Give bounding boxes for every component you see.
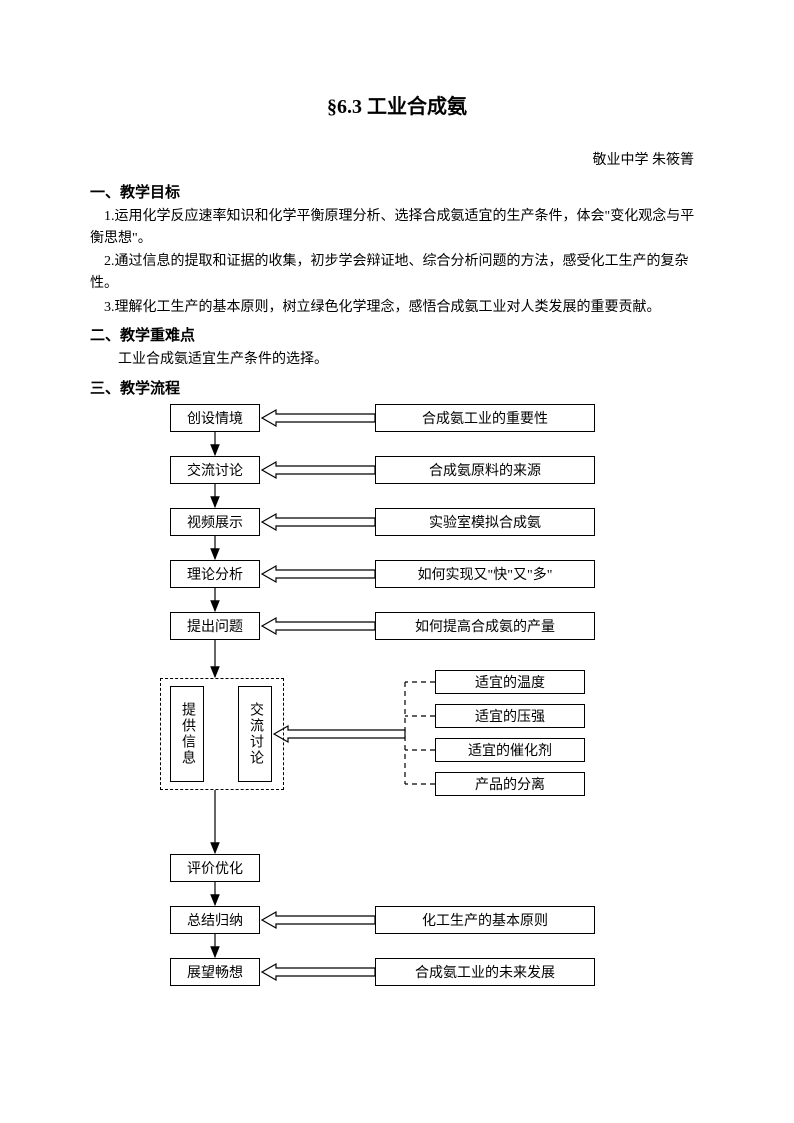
author: 敬业中学 朱筱箐 xyxy=(90,149,704,169)
focus-text: 工业合成氨适宜生产条件的选择。 xyxy=(90,349,704,371)
flow-heading: 三、教学流程 xyxy=(90,377,704,398)
flow-left-3: 理论分析 xyxy=(170,560,260,588)
flow-left-2: 视频展示 xyxy=(170,508,260,536)
flow-left-4: 提出问题 xyxy=(170,612,260,640)
goal-1: 1.运用化学反应速率知识和化学平衡原理分析、选择合成氨适宜的生产条件，体会"变化… xyxy=(90,206,704,249)
flow-sub-1: 适宜的压强 xyxy=(435,704,585,728)
flow-right-6: 合成氨工业的未来发展 xyxy=(375,958,595,986)
goals-heading: 一、教学目标 xyxy=(90,181,704,202)
flow-sub-2: 适宜的催化剂 xyxy=(435,738,585,762)
goal-3: 3.理解化工生产的基本原则，树立绿色化学理念，感悟合成氨工业对人类发展的重要贡献… xyxy=(90,297,704,319)
flow-discuss: 交流讨论 xyxy=(238,686,272,782)
flow-left-0: 创设情境 xyxy=(170,404,260,432)
flow-right-4: 如何提高合成氨的产量 xyxy=(375,612,595,640)
flow-left-5: 评价优化 xyxy=(170,854,260,882)
flow-sub-3: 产品的分离 xyxy=(435,772,585,796)
flow-right-3: 如何实现又"快"又"多" xyxy=(375,560,595,588)
flow-left-6: 总结归纳 xyxy=(170,906,260,934)
flow-right-1: 合成氨原料的来源 xyxy=(375,456,595,484)
page-title: §6.3 工业合成氨 xyxy=(90,90,704,119)
flow-sub-0: 适宜的温度 xyxy=(435,670,585,694)
flow-provide-info: 提供信息 xyxy=(170,686,204,782)
flow-right-0: 合成氨工业的重要性 xyxy=(375,404,595,432)
goal-2: 2.通过信息的提取和证据的收集，初步学会辩证地、综合分析问题的方法，感受化工生产… xyxy=(90,251,704,294)
flow-left-7: 展望畅想 xyxy=(170,958,260,986)
flow-left-1: 交流讨论 xyxy=(170,456,260,484)
flow-right-2: 实验室模拟合成氨 xyxy=(375,508,595,536)
focus-heading: 二、教学重难点 xyxy=(90,324,704,345)
flow-right-5: 化工生产的基本原则 xyxy=(375,906,595,934)
flowchart: 创设情境 合成氨工业的重要性交流讨论 合成氨原料的来源视频展示 实验室模拟合成氨理论分… xyxy=(150,404,670,1024)
